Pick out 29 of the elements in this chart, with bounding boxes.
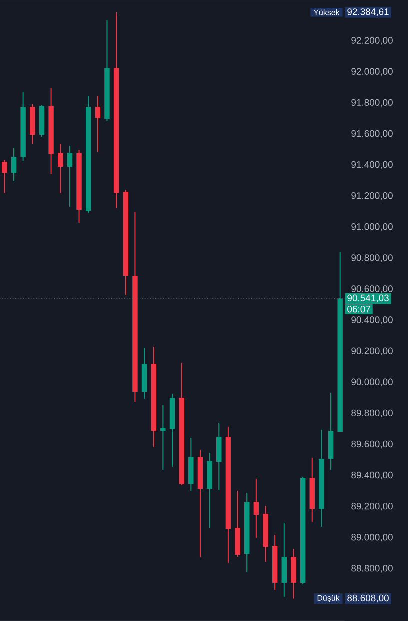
text: 06:07 [348, 306, 370, 313]
ref-line-label: 90.541,03 [348, 294, 389, 303]
y-tick-label: 89.200,00 [352, 502, 393, 511]
candlestick [160, 404, 166, 471]
candlestick [2, 160, 8, 194]
y-tick-label: 91.400,00 [352, 161, 393, 170]
y-tick-label: 91.800,00 [352, 99, 393, 108]
y-tick-label: 90.000,00 [352, 378, 393, 387]
y-tick-label: 90.400,00 [352, 316, 393, 325]
y-tick-label: 90.200,00 [352, 348, 393, 356]
y-tick-label: 91.600,00 [352, 130, 393, 138]
y-tick-label: 92.200,00 [352, 37, 393, 46]
y-tick-label: 92.000,00 [352, 68, 393, 76]
y-tick-label: 89.000,00 [352, 534, 393, 542]
y-tick-label: 91.000,00 [352, 224, 393, 232]
y-tick-label: 89.800,00 [352, 410, 393, 418]
y-tick-label: 90.600,00 [352, 286, 393, 294]
y-tick-label: 89.400,00 [352, 472, 393, 480]
candlestick [58, 144, 64, 194]
candlestick [95, 96, 101, 153]
text: 92.384,61 [348, 8, 389, 16]
candlestick [11, 148, 17, 182]
y-tick-label: 90.800,00 [352, 254, 393, 262]
text: 88.608,00 [348, 594, 389, 603]
y-tick-label: 91.200,00 [352, 192, 393, 200]
y-tick-label: 88.800,00 [352, 565, 393, 573]
y-tick-label: 89.600,00 [352, 440, 393, 449]
candlestick [67, 146, 73, 208]
candlestick [254, 478, 260, 539]
